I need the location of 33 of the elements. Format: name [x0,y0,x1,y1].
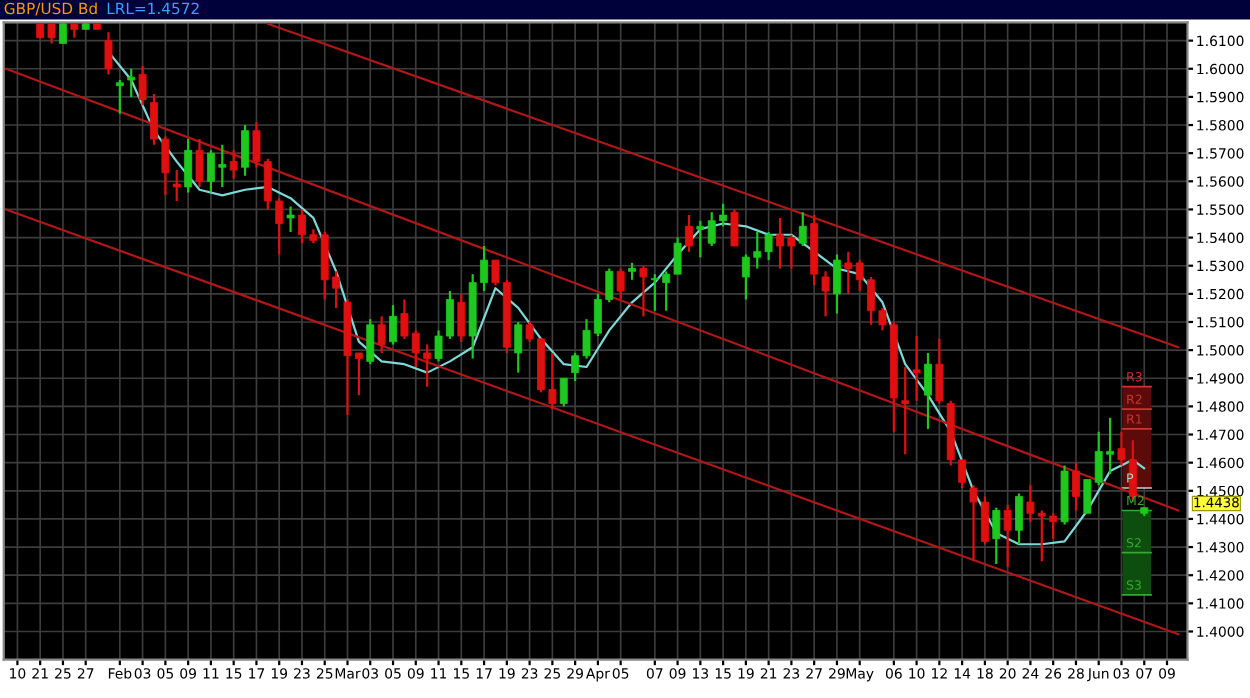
candlestick [844,250,853,295]
candlestick [286,205,295,234]
candlestick [1003,503,1012,568]
candlestick [821,270,830,318]
candlestick [992,506,1001,566]
candlestick [229,149,238,180]
candlestick [172,168,181,203]
candlestick [832,253,841,315]
candlestick [241,123,249,177]
candlestick [58,22,67,45]
candlestick [639,264,648,318]
candlestick [115,78,124,115]
candlestick [935,337,944,405]
candlestick [924,351,932,431]
candlestick [366,318,375,366]
candlestick [912,334,921,402]
candlestick [798,211,807,248]
candlestick [685,213,693,253]
candlestick [457,292,466,343]
candlestick [195,137,204,189]
candlestick [901,365,910,456]
candlestick [1072,461,1080,512]
candlestick [184,137,193,194]
candlestick [616,267,625,301]
candlestick [138,64,147,107]
candlestick [1015,492,1023,546]
candlestick [730,208,739,248]
candlestick [127,67,136,99]
candlestick [514,320,523,374]
candlestick [104,31,113,76]
candlestick [377,315,386,355]
candlestick [559,377,568,408]
candlestick [389,303,397,346]
